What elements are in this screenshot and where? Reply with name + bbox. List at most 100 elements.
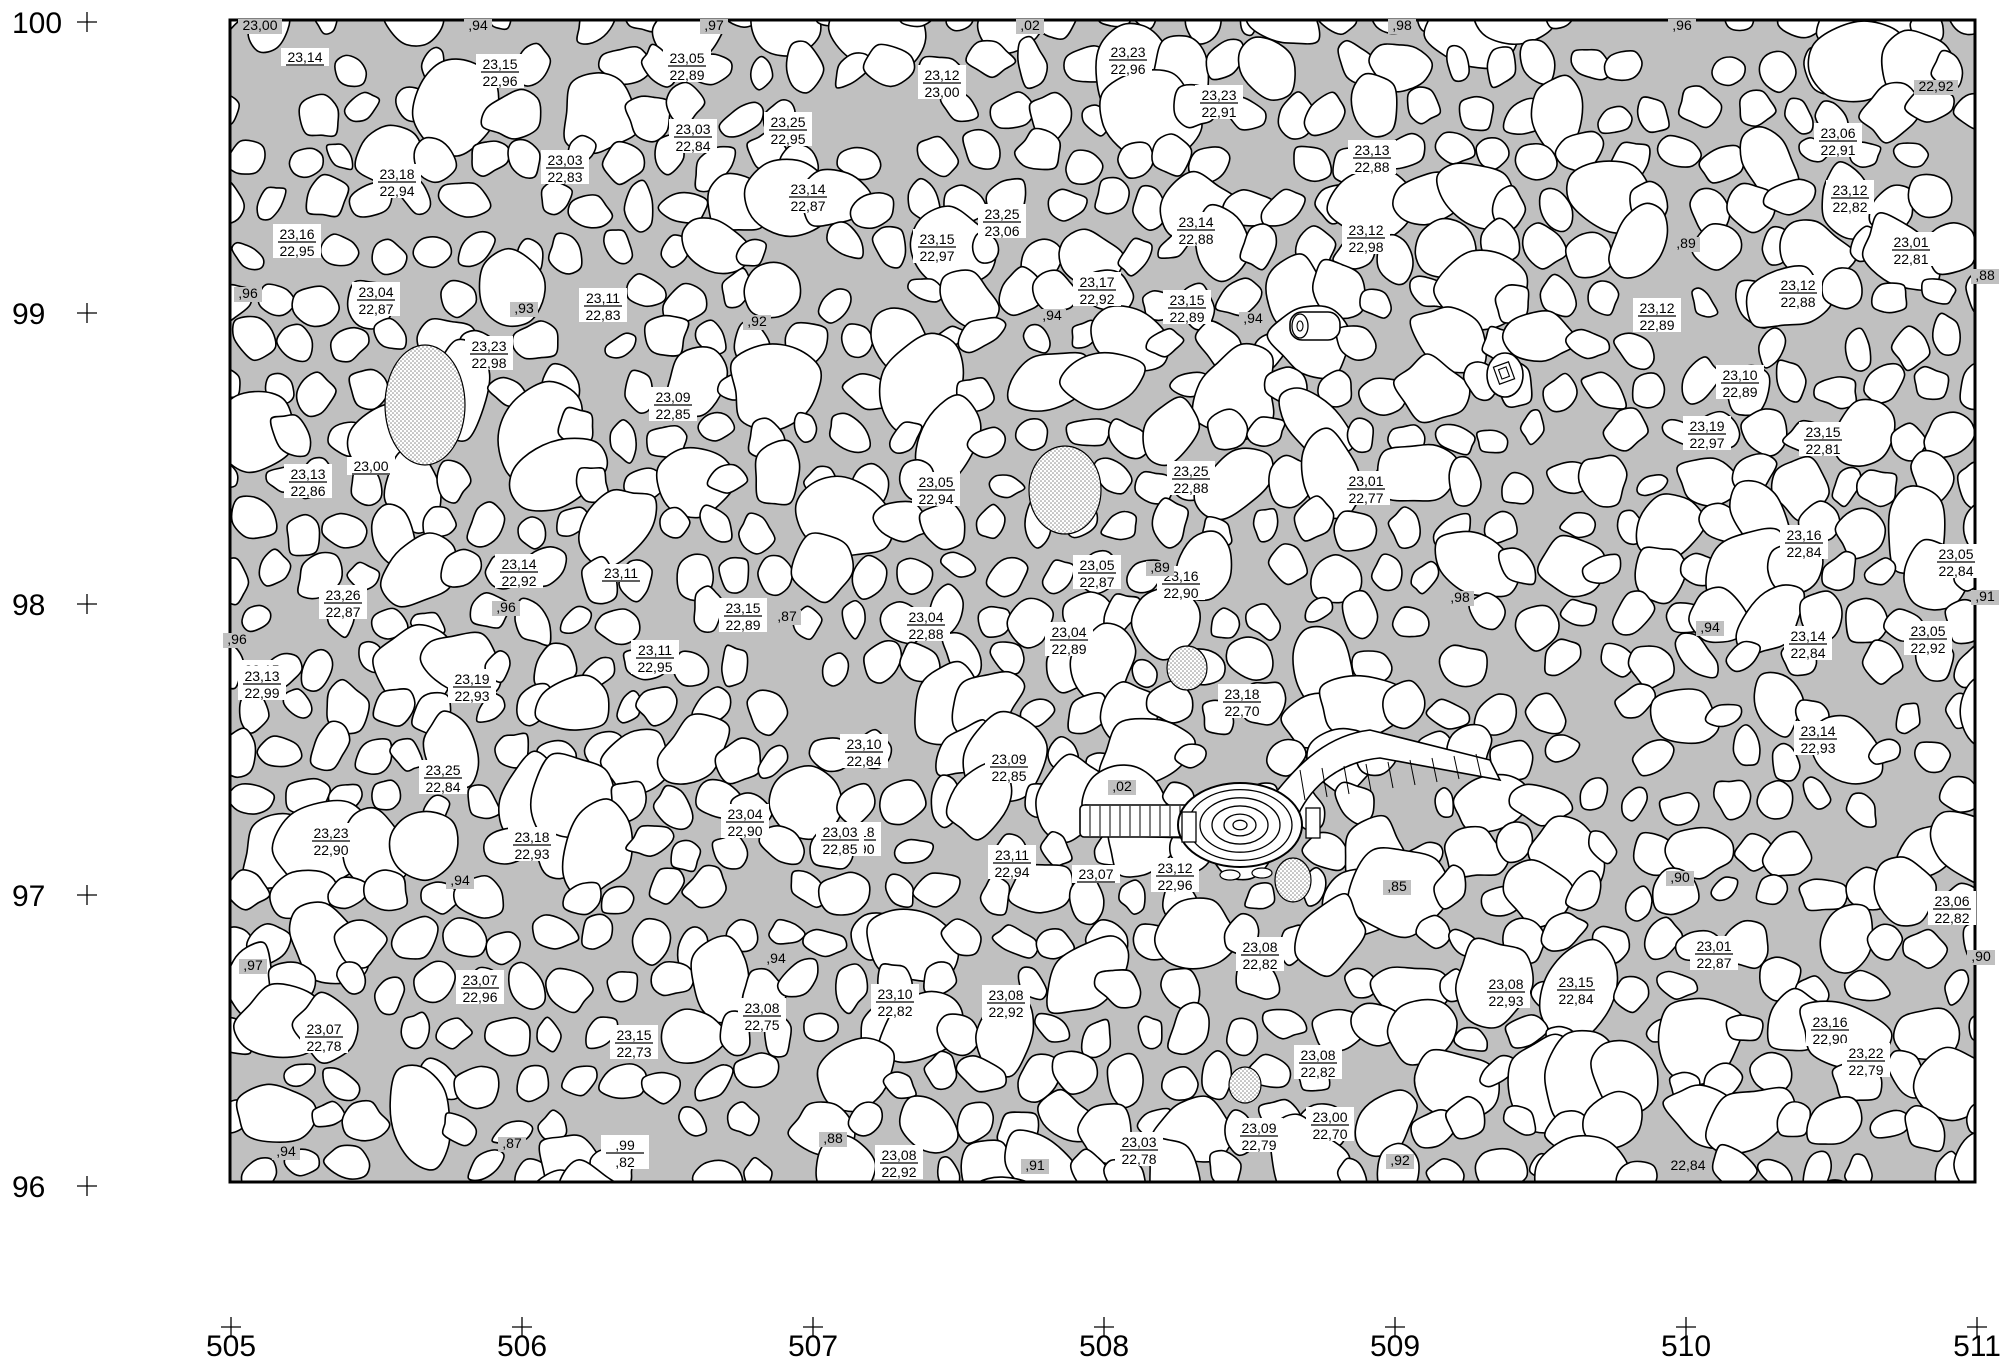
stone [1963, 1208, 1987, 1241]
level-top: 23,10 [846, 736, 881, 752]
level-top: 23,19 [454, 671, 489, 687]
stone [1498, 547, 1537, 586]
stone [1117, 237, 1153, 277]
stone [1410, 560, 1440, 595]
stone [1725, 1014, 1764, 1042]
level-top: 23,06 [1934, 893, 1969, 909]
stone [1710, 876, 1739, 902]
stone [977, 1176, 1030, 1182]
stone [440, 279, 478, 319]
stone [230, 94, 241, 126]
stone [1092, 457, 1133, 495]
stone [862, 43, 916, 88]
level-label: 23,07 [1072, 865, 1120, 883]
stone [1514, 142, 1558, 181]
stone [1501, 310, 1579, 363]
stone [1359, 288, 1392, 319]
stone [1776, 20, 1822, 39]
stone [1483, 510, 1519, 545]
stone [1434, 423, 1476, 456]
stone [1855, 469, 1898, 508]
level-bottom: 22,92 [1910, 640, 1945, 656]
level-bottom: 22,79 [1848, 1062, 1883, 1078]
stone [1691, 287, 1719, 318]
stone [1495, 821, 1534, 864]
stone [475, 691, 506, 724]
stone [1631, 739, 1675, 777]
stone [432, 1192, 471, 1226]
level-top: 23,15 [1805, 424, 1840, 440]
spot-height: ,88 [819, 1130, 847, 1147]
stone [256, 186, 287, 221]
level-top: 23,03 [1121, 1134, 1156, 1150]
stone [1664, 826, 1735, 880]
stone [1294, 893, 1367, 978]
stone [1684, 1191, 1720, 1224]
level-bottom: 22,95 [279, 243, 314, 259]
stone [1973, 329, 1975, 341]
stone [517, 516, 547, 550]
level-bottom: 22,82 [1242, 956, 1277, 972]
level-top: 23,25 [770, 114, 805, 130]
level-bottom: 22,70 [1224, 703, 1259, 719]
stone [1597, 105, 1633, 135]
stone [802, 928, 848, 958]
stone [1077, 1206, 1118, 1240]
stone [1821, 267, 1863, 310]
stone [283, 1063, 316, 1087]
stone [1802, 776, 1832, 810]
stone [1100, 510, 1138, 541]
stone [1475, 429, 1509, 454]
level-bottom: 22,84 [425, 779, 460, 795]
level-top: 23,13 [290, 466, 325, 482]
stone [1577, 454, 1628, 508]
level-top: 23,15 [1169, 292, 1204, 308]
stone [1448, 455, 1482, 507]
level-top: 23,00 [1312, 1109, 1347, 1125]
stone [309, 720, 351, 772]
level-bottom: 22,89 [1639, 317, 1674, 333]
level-top: 23,17 [1079, 274, 1114, 290]
stone [1475, 137, 1510, 171]
stone [743, 1156, 773, 1182]
level-bottom: 22,85 [655, 406, 690, 422]
stone [1492, 1198, 1533, 1227]
stone [1151, 497, 1190, 549]
stone [1821, 550, 1857, 592]
stone [1763, 1191, 1830, 1245]
stone [453, 1065, 500, 1110]
level-top: 23,08 [881, 1147, 916, 1163]
stone [1919, 1202, 1955, 1243]
level-top: 23,12 [1157, 860, 1192, 876]
spot-height-text: ,97 [704, 17, 724, 33]
spot-height-text: 23,00 [242, 17, 277, 33]
stone [965, 39, 1017, 79]
stone [956, 1101, 995, 1145]
stone [1931, 312, 1962, 357]
pipe-stub [1289, 311, 1341, 341]
stone [1246, 416, 1286, 447]
stone [803, 1012, 839, 1043]
level-bottom: 22,90 [727, 823, 762, 839]
stone [371, 779, 402, 811]
level-top: 23,15 [616, 1027, 651, 1043]
stone [231, 241, 265, 271]
stone [1425, 1157, 1465, 1182]
spot-height: ,97 [239, 957, 267, 974]
stone [298, 93, 340, 138]
level-top: 23,18 [379, 166, 414, 182]
